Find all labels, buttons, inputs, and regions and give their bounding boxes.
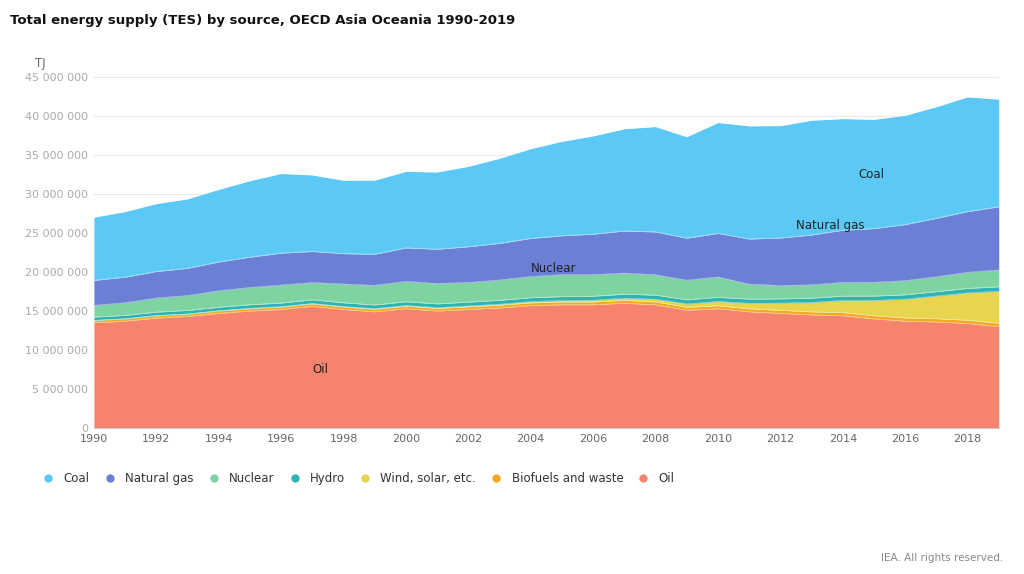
Text: IEA. All rights reserved.: IEA. All rights reserved.	[882, 553, 1004, 563]
Text: Oil: Oil	[312, 363, 329, 376]
Text: Natural gas: Natural gas	[796, 219, 864, 232]
Legend: Coal, Natural gas, Nuclear, Hydro, Wind, solar, etc., Biofuels and waste, Oil: Coal, Natural gas, Nuclear, Hydro, Wind,…	[37, 472, 675, 485]
Text: Total energy supply (TES) by source, OECD Asia Oceania 1990-2019: Total energy supply (TES) by source, OEC…	[10, 14, 515, 28]
Text: Coal: Coal	[858, 168, 885, 181]
Text: Nuclear: Nuclear	[530, 262, 577, 274]
Text: TJ: TJ	[35, 57, 46, 70]
